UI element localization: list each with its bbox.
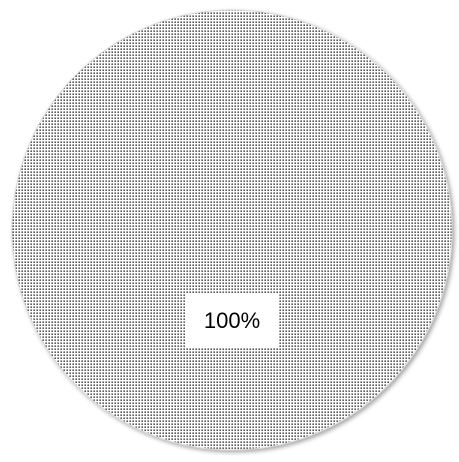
data-label: 100% xyxy=(204,308,260,333)
pie-slice xyxy=(11,9,453,451)
data-label-group: 100% xyxy=(185,293,279,349)
data-label-box xyxy=(185,293,279,349)
